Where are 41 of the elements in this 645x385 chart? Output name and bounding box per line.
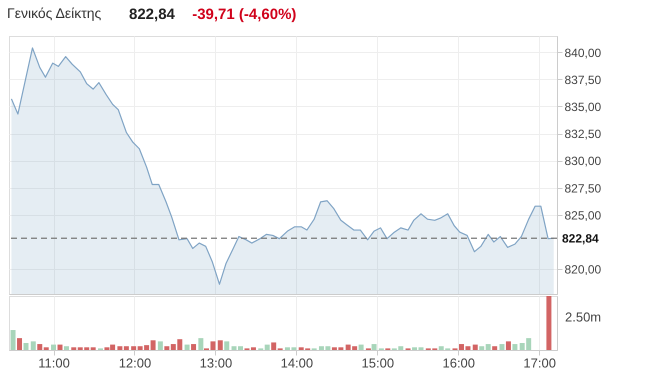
text: -39,71 (-4,60%) [192,6,296,23]
bar [472,344,478,350]
bar [191,344,196,350]
bar [24,342,28,350]
text: 2.50m [565,310,602,325]
x-tick-label: 16:00 [442,356,476,370]
chart-title: Γενικός Δείκτης [7,5,102,21]
bar [224,341,230,350]
x-tick-label: 15:00 [362,356,394,370]
y-tick-label: 840,00 [564,46,602,60]
bar [57,344,62,350]
bar [546,296,552,350]
bar [358,344,364,350]
bar [10,330,16,350]
y-tick-label: 837,50 [564,72,602,87]
x-tick-label: 11:00 [38,356,70,370]
text: 822,84 [129,6,176,23]
bar [51,344,56,350]
ref-line-label: 822,84 [562,231,600,246]
y-tick-label: 825,00 [564,208,602,222]
bar [372,344,377,350]
x-tick-label: 12:00 [118,356,152,370]
y-tick-label: 830,00 [564,154,602,168]
x-tick-label: 17:00 [523,356,556,370]
x-tick-label: 13:00 [200,356,232,370]
bar [218,340,223,350]
bar [158,341,163,350]
bar [198,338,204,350]
x-tick-label: 14:00 [280,356,314,370]
y-tick-label: 835,00 [564,100,602,114]
bar [30,341,36,350]
bar [499,344,504,350]
y-tick-label: 820,00 [564,262,602,277]
bar [512,344,518,350]
bar [492,346,498,350]
bar [64,346,69,350]
y-tick-label: 827,50 [564,181,602,196]
bar [506,341,511,350]
bar [184,344,190,350]
y-tick-label: 832,50 [564,127,602,142]
bar [17,338,22,350]
